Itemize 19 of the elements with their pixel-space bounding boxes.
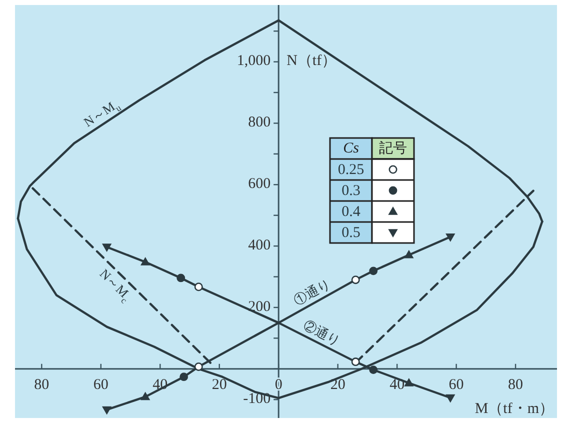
y-tick-label: 800 [248, 114, 271, 131]
legend-label: 0.3 [342, 182, 360, 199]
x-tick-label: 80 [34, 376, 50, 393]
x-tick-label: 60 [448, 376, 464, 393]
text: ①通り [291, 276, 333, 308]
legend-title: Cs [343, 140, 360, 157]
x-tick-label: 20 [212, 376, 227, 393]
legend-label: 0.5 [342, 224, 360, 241]
x-tick-label: 60 [93, 376, 108, 393]
x-axis-title: M（tf・m） [474, 401, 554, 417]
annotation: 記号 [379, 140, 407, 157]
y-tick-label: 1,000 [236, 53, 271, 70]
text: ②通り [301, 317, 343, 348]
x-tick-label: 80 [508, 376, 524, 393]
y-tick-label: 600 [248, 176, 271, 192]
legend-label: 0.25 [338, 162, 364, 178]
y-tick-label: 400 [248, 237, 271, 254]
legend-label: 0.4 [342, 204, 361, 220]
y-axis-title: N（tf） [286, 53, 337, 70]
